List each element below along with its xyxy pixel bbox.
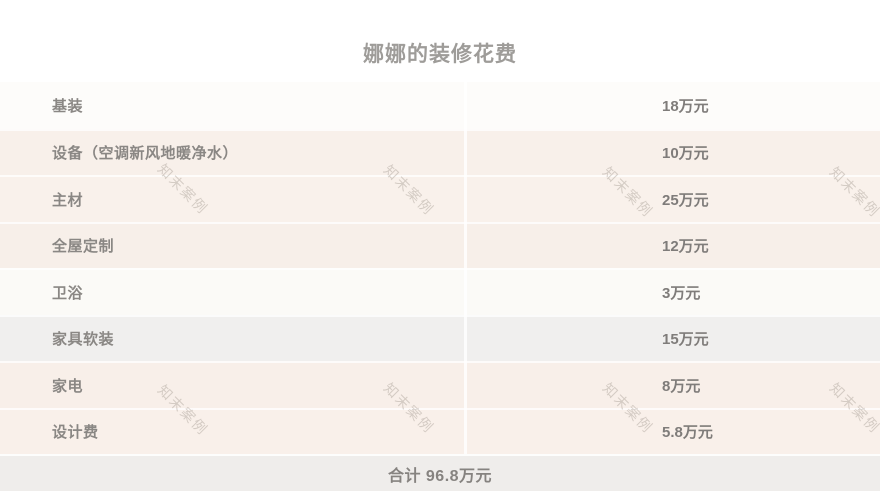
row-value: 12万元 xyxy=(662,238,709,256)
row-label: 设备（空调新风地暖净水） xyxy=(52,145,239,163)
table-row: 家电 8万元 xyxy=(0,361,880,408)
row-label: 基装 xyxy=(52,97,84,115)
total-text: 合计 96.8万元 xyxy=(387,467,493,485)
table-row: 卫浴 3万元 xyxy=(0,268,880,315)
row-value: 25万元 xyxy=(662,191,709,209)
cost-table: 基装 18万元 设备（空调新风地暖净水） 10万元 主材 25万元 全屋定制 1… xyxy=(0,82,880,491)
row-label: 主材 xyxy=(52,191,84,209)
row-value: 3万元 xyxy=(662,284,701,302)
page-title: 娜娜的装修花费 xyxy=(363,43,517,66)
row-label: 家具软装 xyxy=(52,331,115,349)
row-label: 家电 xyxy=(52,377,84,395)
row-value: 8万元 xyxy=(662,377,701,395)
table-row: 主材 25万元 xyxy=(0,175,880,222)
table-row: 设备（空调新风地暖净水） 10万元 xyxy=(0,128,880,175)
row-value: 18万元 xyxy=(662,97,709,115)
row-label: 卫浴 xyxy=(52,284,84,302)
row-label: 设计费 xyxy=(52,424,99,442)
row-value: 15万元 xyxy=(662,331,709,349)
table-row: 基装 18万元 xyxy=(0,82,880,129)
total-row: 合计 96.8万元 xyxy=(0,454,880,491)
table-row: 设计费 5.8万元 xyxy=(0,407,880,454)
cost-rows-container: 基装 18万元 设备（空调新风地暖净水） 10万元 主材 25万元 全屋定制 1… xyxy=(0,82,880,454)
row-value: 10万元 xyxy=(662,145,709,163)
table-row: 全屋定制 12万元 xyxy=(0,221,880,268)
row-label: 全屋定制 xyxy=(52,238,115,256)
table-row: 家具软装 15万元 xyxy=(0,314,880,361)
row-value: 5.8万元 xyxy=(662,424,713,442)
